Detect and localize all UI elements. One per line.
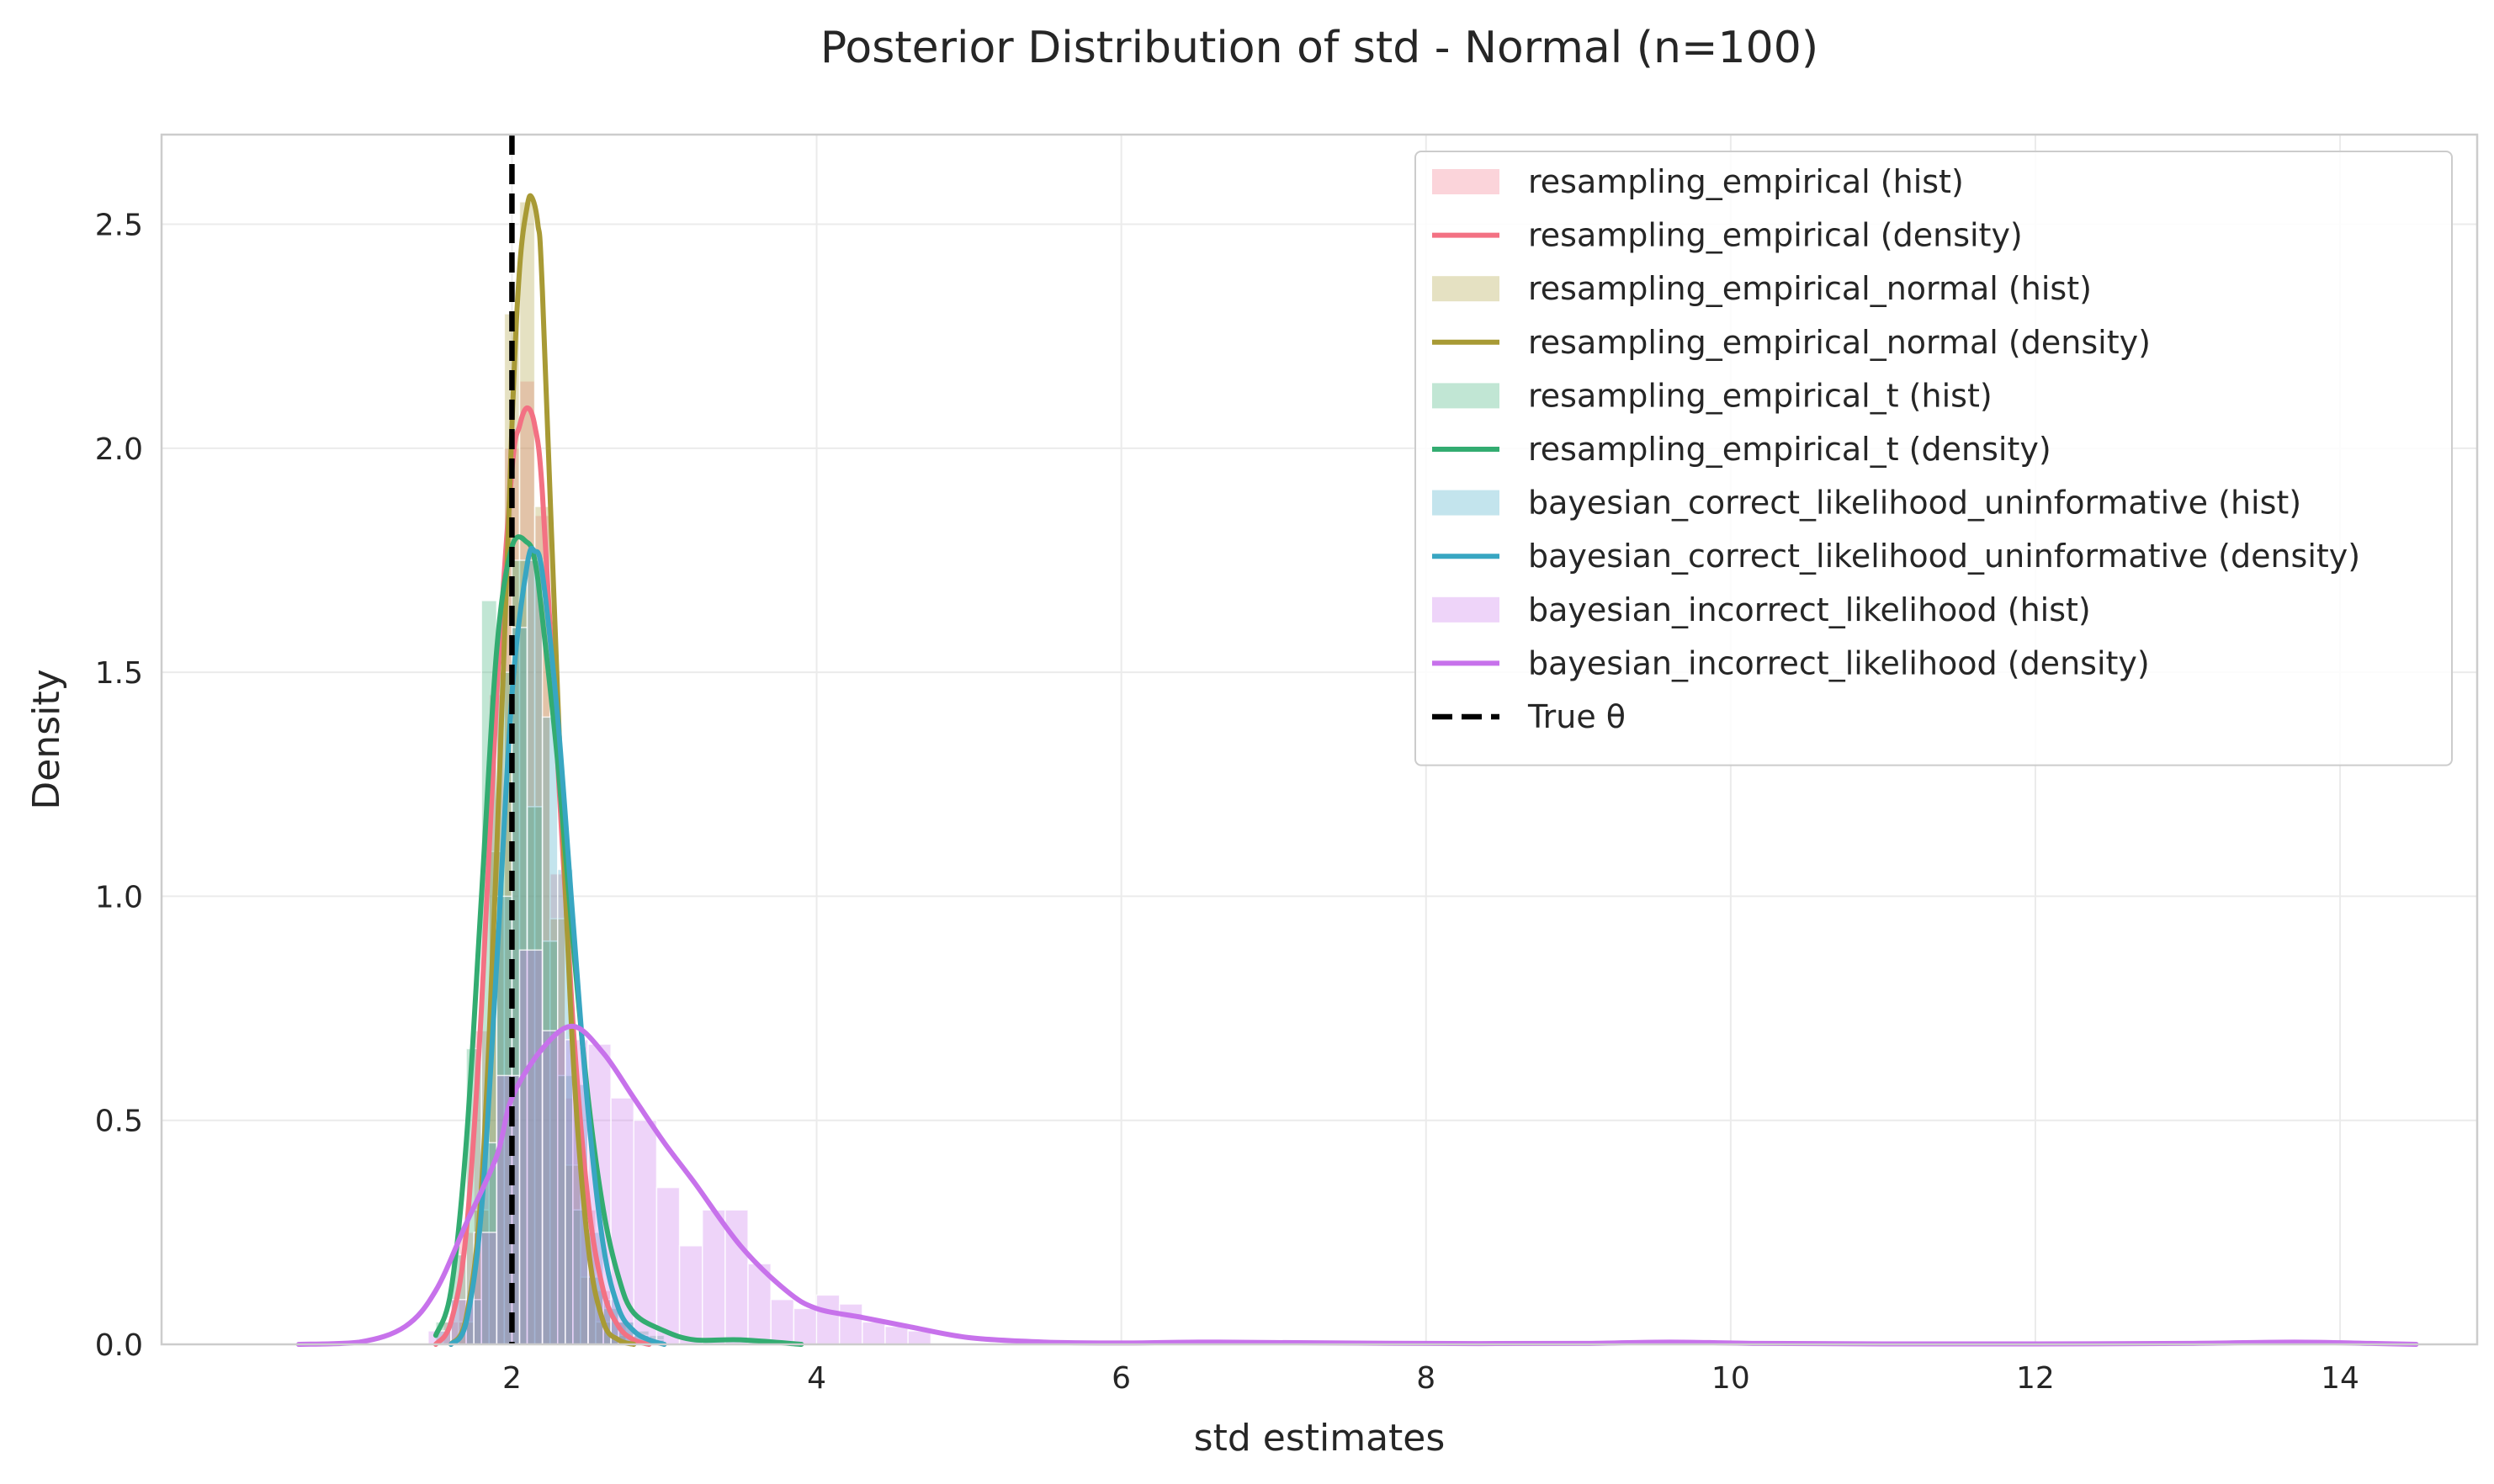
y-tick-label: 1.5: [95, 656, 143, 691]
legend-label: resampling_empirical_normal (hist): [1528, 270, 2092, 307]
legend-label: True θ: [1527, 698, 1626, 735]
legend-label: bayesian_incorrect_likelihood (density): [1528, 644, 2150, 681]
legend-label: resampling_empirical_t (hist): [1528, 377, 1993, 414]
legend-swatch-hist-bcu: [1432, 490, 1499, 516]
x-tick-label: 10: [1711, 1361, 1750, 1396]
histogram-bar-bil: [518, 949, 544, 1345]
histogram-bar-bil: [884, 1325, 909, 1345]
legend-swatch-hist-ret: [1432, 383, 1499, 409]
histogram-bar-bil: [496, 1074, 521, 1345]
histogram-bar-bil: [793, 1307, 818, 1345]
density-line-ret: [432, 534, 804, 1347]
histogram-bar-bil: [678, 1245, 703, 1345]
density-line-re: [432, 405, 652, 1347]
histogram-bar-bil: [815, 1294, 841, 1345]
legend-label: bayesian_incorrect_likelihood (hist): [1528, 591, 2091, 628]
legend-swatch-hist-ren: [1432, 276, 1499, 302]
y-tick-label: 0.0: [95, 1328, 143, 1363]
histogram-bar-bil: [541, 1030, 566, 1345]
x-tick-label: 2: [502, 1361, 522, 1396]
legend-box: [1414, 151, 2453, 766]
plot-frame: [160, 133, 2479, 1346]
y-tick-label: 0.5: [95, 1105, 143, 1139]
legend: resampling_empirical (hist) resampling_em…: [1414, 151, 2453, 766]
x-tick-label: 14: [2321, 1361, 2359, 1396]
legend-swatch-hist-re: [1432, 169, 1499, 194]
legend-label: resampling_empirical (density): [1528, 217, 2023, 254]
histogram-bar-bil: [862, 1321, 886, 1345]
legend-label: resampling_empirical (hist): [1528, 163, 1964, 200]
histogram-bar-bil: [770, 1298, 795, 1345]
x-axis-label: std estimates: [1194, 1417, 1446, 1460]
x-tick-label: 12: [2016, 1361, 2055, 1396]
legend-swatch-hist-bil: [1432, 596, 1499, 623]
y-tick-label: 2.5: [95, 209, 143, 243]
x-tick-label: 8: [1416, 1361, 1435, 1396]
histogram-bar-bil: [838, 1303, 863, 1345]
y-tick-label: 2.0: [95, 432, 143, 467]
chart-title: Posterior Distribution of std - Normal (…: [820, 23, 1818, 73]
legend-label: resampling_empirical_t (density): [1528, 431, 2051, 468]
density-line-bcu: [448, 545, 667, 1347]
x-tick-label: 4: [807, 1361, 826, 1396]
legend-label: bayesian_correct_likelihood_uninformativ…: [1528, 485, 2301, 522]
x-tick-label: 6: [1112, 1361, 1131, 1396]
density-line-ren: [448, 193, 637, 1347]
histogram-bar-bil: [655, 1186, 681, 1345]
histogram-bar-bil: [701, 1209, 726, 1345]
y-axis-label: Density: [25, 669, 68, 809]
legend-label: bayesian_correct_likelihood_uninformativ…: [1528, 538, 2360, 575]
y-tick-label: 1.0: [95, 880, 143, 914]
legend-label: resampling_empirical_normal (density): [1528, 324, 2151, 361]
tick-layer: 2 4 6 8 10 12 14 0.0 0.5 1.0 1.5 2.0 2.5: [95, 209, 2359, 1396]
histogram-bar-bil: [633, 1119, 658, 1345]
